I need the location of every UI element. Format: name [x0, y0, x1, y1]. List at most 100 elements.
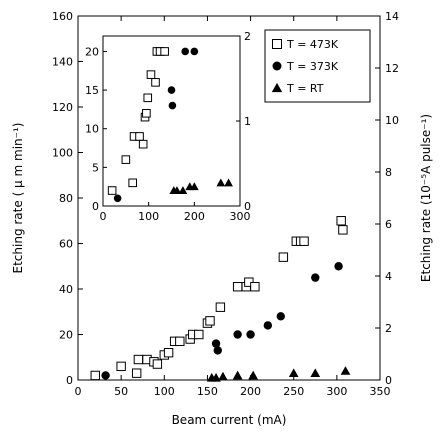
data-point-main	[215, 302, 226, 312]
y-tick-label: 60	[59, 238, 73, 251]
data-point-main	[152, 359, 163, 369]
data-point-main	[232, 282, 243, 292]
x-tick-label: 200	[240, 385, 261, 398]
data-point-main	[213, 346, 222, 355]
data-point-inset	[172, 186, 182, 195]
y-tick-label: 140	[52, 56, 73, 69]
data-point-inset	[128, 178, 137, 188]
inset-x-tick-label: 200	[184, 210, 205, 223]
x-tick-label: 0	[75, 385, 82, 398]
data-point-inset	[113, 194, 122, 203]
legend-marker	[272, 39, 282, 49]
y2-tick-label: 0	[385, 374, 392, 387]
y-tick-label: 160	[52, 10, 73, 23]
y2-tick-label: 14	[385, 10, 399, 23]
data-point-main	[263, 321, 273, 330]
data-point-main	[205, 316, 215, 326]
x-tick-label: 50	[114, 385, 128, 398]
data-point-main	[336, 216, 346, 226]
inset-y2-tick-label: 0	[244, 200, 251, 213]
data-point-main	[288, 368, 299, 378]
data-point-inset	[142, 108, 151, 118]
data-point-main	[340, 366, 351, 375]
data-point-main	[278, 252, 289, 262]
x-axis-title: Beam current (mA)	[172, 413, 287, 427]
data-point-main	[175, 336, 185, 347]
inset-y2-tick-label: 1	[244, 115, 251, 128]
data-point-inset	[168, 101, 177, 110]
data-point-inset	[216, 178, 226, 187]
data-point-inset	[178, 186, 188, 195]
inset-y-tick-label: 15	[85, 84, 99, 97]
x-tick-label: 100	[154, 385, 175, 398]
y-tick-label: 40	[59, 283, 73, 296]
data-point-main	[194, 329, 204, 340]
y2-tick-label: 8	[385, 166, 392, 179]
inset-y-tick-label: 20	[85, 45, 99, 58]
data-point-main	[218, 371, 228, 381]
x-tick-label: 250	[283, 385, 304, 398]
data-point-inset	[190, 47, 199, 56]
inset-y2-tick-label: 2	[244, 30, 251, 43]
x-tick-label: 150	[197, 385, 218, 398]
data-point-main	[250, 282, 260, 292]
data-point-inset	[167, 86, 176, 94]
y-tick-label: 120	[52, 101, 73, 114]
x-tick-label: 350	[370, 385, 391, 398]
data-point-inset	[151, 78, 160, 87]
data-point-main	[232, 370, 243, 380]
legend-marker	[271, 82, 283, 93]
data-point-main	[101, 371, 110, 380]
data-point-main	[131, 368, 142, 378]
data-point-main	[133, 354, 144, 365]
inset-x-tick-label: 300	[230, 210, 251, 223]
data-point-inset	[143, 93, 153, 103]
data-point-inset	[107, 186, 117, 195]
legend-box	[264, 29, 371, 103]
data-point-inset	[146, 70, 156, 79]
data-point-main	[211, 372, 221, 382]
data-point-main	[311, 273, 320, 282]
data-point-inset	[138, 139, 148, 149]
legend-label: T = 373K	[286, 60, 339, 73]
y-axis-title: Etching rate ( μ m min⁻¹)	[11, 123, 25, 274]
inset-y-tick-label: 5	[92, 161, 99, 174]
data-point-inset	[181, 47, 189, 56]
data-point-inset	[189, 182, 199, 191]
y-tick-label: 100	[52, 147, 73, 160]
data-point-main	[90, 370, 100, 381]
legend-label: T = 473K	[286, 38, 339, 51]
data-point-main	[276, 312, 285, 321]
data-point-inset	[121, 155, 131, 164]
y2-axis-title: Etching rate (10⁻⁵A pulse⁻¹)	[419, 114, 433, 282]
legend-marker	[272, 61, 282, 71]
data-point-main	[233, 330, 242, 339]
data-point-main	[310, 368, 321, 378]
data-point-main	[334, 262, 343, 271]
y2-tick-label: 10	[385, 114, 399, 127]
inset-y-tick-label: 0	[92, 200, 99, 213]
inset-y-tick-label: 10	[85, 123, 99, 136]
inset-frame	[102, 35, 241, 207]
data-point-main	[299, 236, 309, 246]
inset-x-tick-label: 0	[100, 210, 107, 223]
data-point-inset	[160, 47, 169, 56]
y2-tick-label: 6	[385, 218, 392, 231]
y-tick-label: 20	[59, 329, 73, 342]
data-point-inset	[224, 178, 233, 187]
data-point-main	[116, 361, 126, 372]
inset-x-tick-label: 100	[138, 210, 159, 223]
data-point-main	[338, 225, 348, 235]
data-point-main	[246, 330, 255, 339]
legend-label: T = RT	[286, 82, 324, 95]
data-point-main	[211, 339, 221, 348]
y2-tick-label: 12	[385, 62, 399, 75]
data-point-main	[248, 370, 258, 380]
data-point-main	[163, 348, 174, 358]
y-tick-label: 0	[66, 374, 73, 387]
y-tick-label: 80	[59, 192, 73, 205]
data-point-inset	[135, 132, 144, 141]
x-tick-label: 300	[326, 385, 347, 398]
